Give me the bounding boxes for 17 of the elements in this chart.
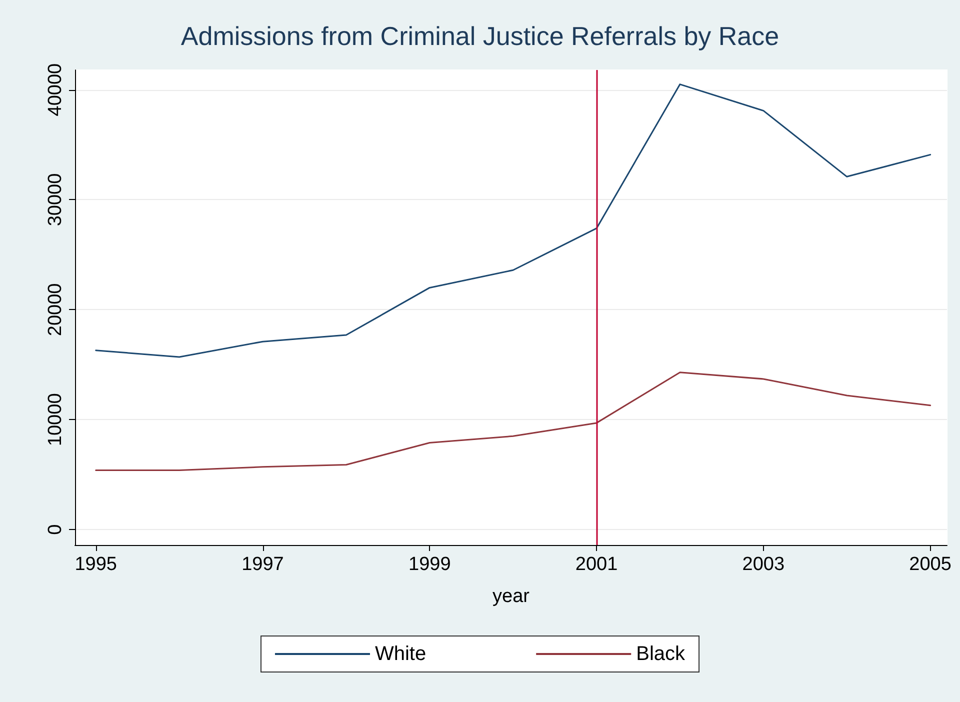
y-tick-label: 20000 <box>45 283 66 336</box>
line-series <box>95 84 932 358</box>
legend-label: Black <box>636 643 686 665</box>
x-tick-label: 2005 <box>909 554 952 575</box>
x-tick-label: 1997 <box>242 554 284 575</box>
x-tick-label: 1999 <box>408 554 451 575</box>
y-tick-label: 30000 <box>45 173 66 226</box>
x-tick-label: 1995 <box>74 554 117 575</box>
line-series <box>95 372 932 471</box>
x-tick-label: 2001 <box>575 554 618 575</box>
x-axis-title: year <box>492 586 530 607</box>
legend-label: White <box>374 643 426 665</box>
y-tick-label: 40000 <box>45 63 66 116</box>
x-tick-label: 2003 <box>742 554 785 575</box>
chart-title: Admissions from Criminal Justice Referrals by Race <box>180 21 780 51</box>
y-tick-label: 10000 <box>45 393 66 446</box>
y-tick-label: 0 <box>45 524 66 535</box>
